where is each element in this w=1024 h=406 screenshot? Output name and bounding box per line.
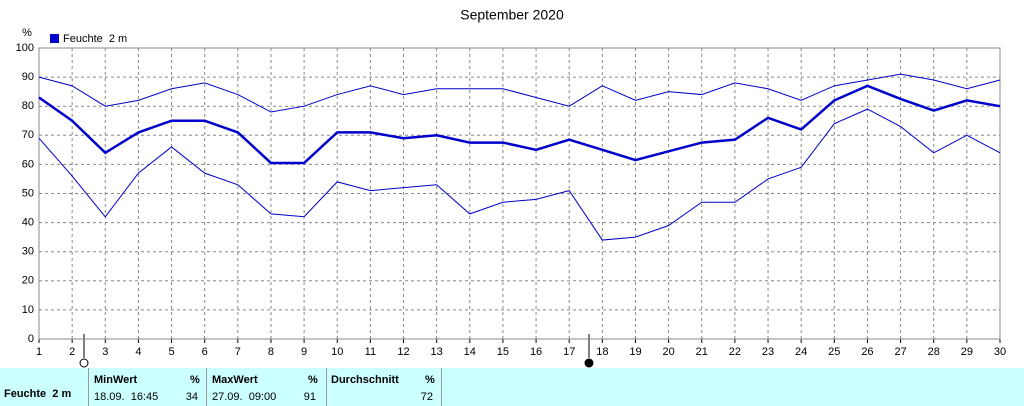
row-label: Feuchte 2 m [4,388,72,400]
x-tick-label: 16 [530,346,542,358]
y-tick-label: 80 [22,100,34,112]
y-tick-label: 40 [22,217,34,229]
series-line [38,73,1001,113]
x-tick-label: 11 [365,346,376,358]
legend-label: Feuchte 2 m [63,33,127,45]
time: 27.09. 09:00 [212,391,277,403]
x-tick-label: 21 [696,346,708,358]
unit: % [308,374,318,386]
value: 91 [303,391,316,403]
x-tick-label: 6 [202,346,208,358]
x-tick-label: 20 [662,346,674,358]
series-line [38,84,1001,165]
separator [206,368,207,406]
x-tick-label: 28 [928,346,940,358]
plot-frame [38,47,1001,340]
y-tick-label: 70 [22,129,34,141]
y-unit: % [22,27,32,39]
series-line [38,108,1001,241]
x-tick-label: 25 [828,346,840,358]
x-tick-label: 9 [301,346,307,358]
x-tick-label: 3 [102,346,108,358]
x-tick-label: 27 [894,346,906,358]
x-tick-label: 1 [36,346,42,358]
y-tick-label: 20 [22,275,34,287]
separator [441,368,442,406]
y-tick-label: 0 [28,333,34,345]
stats-table: Feuchte 2 m MinWert % 18.09. 16:45 34 Ma… [0,368,1024,406]
x-tick-label: 7 [235,346,241,358]
unit: % [425,374,435,386]
x-tick-label: 17 [563,346,575,358]
x-tick-label: 19 [629,346,641,358]
x-tick-label: 12 [397,346,409,358]
x-tick-label: 29 [961,346,973,358]
y-tick-label: 10 [22,304,34,316]
x-tick-label: 26 [861,346,873,358]
x-tick-label: 13 [431,346,443,358]
header: Durchschnitt [331,374,399,386]
x-tick-label: 24 [795,346,807,358]
unit: % [190,374,200,386]
chart: September 2020 % Feuchte 2 m 0 10 20 30 40 50… [16,7,1006,368]
x-tick-label: 8 [268,346,274,358]
y-tick-label: 50 [22,187,34,199]
separator [88,368,89,406]
moon-new [79,358,89,368]
x-tick-label: 23 [762,346,774,358]
value: 72 [420,391,433,403]
x-tick-label: 5 [168,346,174,358]
x-tick-label: 22 [729,346,741,358]
x-tick-label: 15 [497,346,509,358]
header: MinWert [94,374,138,386]
chart-title: September 2020 [460,7,564,23]
legend-swatch [50,34,59,43]
y-tick-label: 30 [22,246,34,258]
x-tick-label: 14 [464,346,476,358]
value: 34 [185,391,198,403]
y-tick-label: 90 [22,71,34,83]
x-tick-label: 4 [135,346,141,358]
y-tick-label: 100 [16,42,34,54]
y-tick-label: 60 [22,158,34,170]
x-tick-label: 2 [69,346,75,358]
moon-full [584,358,594,368]
separator [326,368,327,406]
time: 18.09. 16:45 [94,391,159,403]
x-tick-label: 30 [994,346,1006,358]
x-tick-label: 18 [596,346,608,358]
x-tick-label: 10 [331,346,343,358]
header: MaxWert [212,374,258,386]
